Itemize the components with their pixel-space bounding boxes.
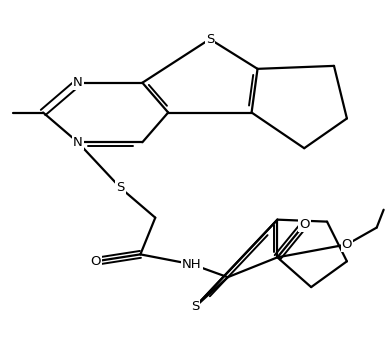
Text: N: N <box>73 76 83 89</box>
Text: O: O <box>90 255 101 268</box>
Text: S: S <box>191 301 199 314</box>
Text: S: S <box>116 181 125 194</box>
Text: NH: NH <box>182 258 202 271</box>
Text: N: N <box>73 136 83 149</box>
Text: O: O <box>299 218 310 231</box>
Text: S: S <box>206 33 214 46</box>
Text: O: O <box>342 238 352 251</box>
